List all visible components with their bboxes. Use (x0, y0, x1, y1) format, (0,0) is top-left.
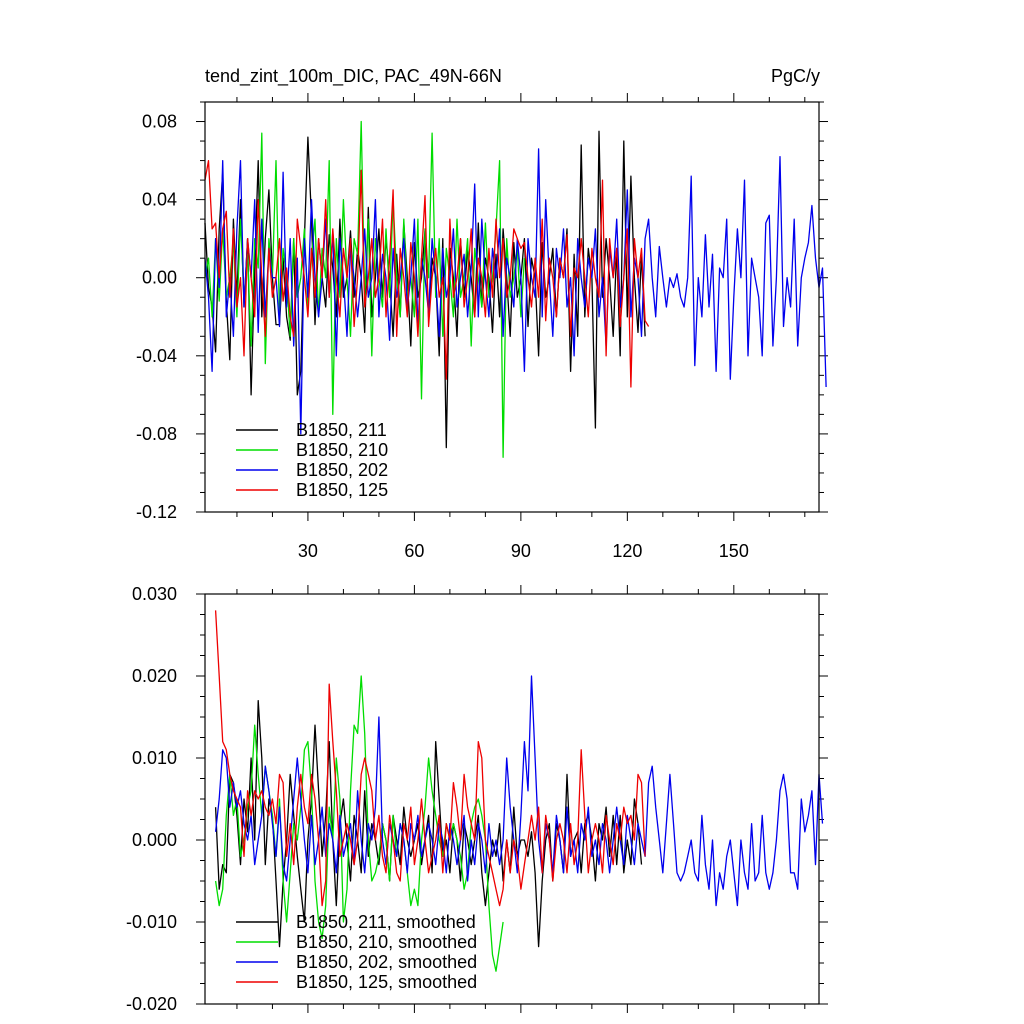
legend-label: B1850, 211 (296, 420, 387, 440)
y-tick-label: 0.010 (132, 748, 177, 768)
top-panel: tend_zint_100m_DIC, PAC_49N-66N PgC/y -0… (136, 66, 828, 561)
legend-label: B1850, 125, smoothed (296, 972, 477, 992)
legend-label: B1850, 202, smoothed (296, 952, 477, 972)
top-panel-series (204, 120, 827, 458)
series-line-2 (214, 675, 824, 907)
y-tick-label: 0.030 (132, 584, 177, 604)
top-panel-y-tick-labels: -0.12 -0.08 -0.04 0.00 0.04 0.08 (136, 112, 177, 522)
series-line-0 (204, 130, 646, 449)
y-tick-label: 0.08 (142, 112, 177, 132)
y-tick-label: -0.08 (136, 424, 177, 444)
x-tick-label: 120 (612, 541, 642, 561)
y-tick-label: -0.04 (136, 346, 177, 366)
top-panel-units: PgC/y (771, 66, 820, 86)
y-tick-label: -0.010 (126, 912, 177, 932)
series-line-3 (204, 159, 650, 388)
x-tick-label: 90 (511, 541, 531, 561)
series-line-3 (214, 610, 646, 907)
legend-label: B1850, 210, smoothed (296, 932, 477, 952)
legend-label: B1850, 211, smoothed (296, 912, 476, 932)
bottom-panel: -0.020 -0.010 0.000 0.010 0.020 0.030 B1850, … (126, 584, 828, 1014)
bottom-panel-frame (204, 593, 820, 1005)
y-tick-label: 0.000 (132, 830, 177, 850)
legend-label: B1850, 210 (296, 440, 388, 460)
top-panel-frame (204, 101, 820, 513)
top-panel-ticks (196, 93, 828, 521)
y-tick-label: 0.04 (142, 190, 177, 210)
bottom-panel-y-tick-labels: -0.020 -0.010 0.000 0.010 0.020 0.030 (126, 584, 177, 1014)
legend-label: B1850, 125 (296, 480, 388, 500)
y-tick-label: 0.00 (142, 268, 177, 288)
y-tick-label: -0.12 (136, 502, 177, 522)
y-tick-label: 0.020 (132, 666, 177, 686)
x-tick-label: 30 (298, 541, 318, 561)
top-panel-title: tend_zint_100m_DIC, PAC_49N-66N (205, 66, 502, 87)
top-panel-x-tick-labels: 30 60 90 120 150 (298, 541, 749, 561)
legend-label: B1850, 202 (296, 460, 388, 480)
bottom-panel-series (214, 610, 824, 972)
bottom-panel-ticks (196, 585, 828, 1013)
series-line-2 (204, 148, 827, 435)
x-tick-label: 60 (404, 541, 424, 561)
x-tick-label: 150 (719, 541, 749, 561)
y-tick-label: -0.020 (126, 994, 177, 1014)
